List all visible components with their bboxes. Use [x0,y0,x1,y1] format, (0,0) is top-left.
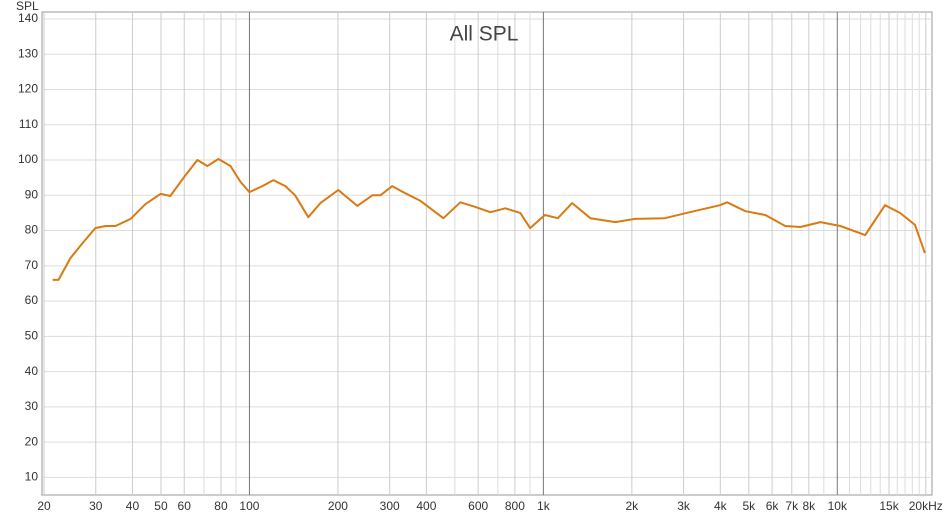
x-tick-label: 60 [178,499,192,513]
x-tick-label: 10k [828,499,848,513]
x-tick-label: 15k [879,499,899,513]
y-tick-label: 40 [25,364,39,378]
x-tick-label: 800 [505,499,525,513]
y-tick-label: 90 [25,187,39,201]
x-tick-label: 600 [468,499,488,513]
x-tick-label: 100 [239,499,259,513]
x-tick-label: 200 [328,499,348,513]
y-tick-label: 60 [25,293,39,307]
x-tick-label: 8k [802,499,816,513]
y-tick-label: 50 [25,329,39,343]
x-tick-label: 400 [416,499,436,513]
x-tick-label: 80 [214,499,228,513]
x-tick-label: 3k [677,499,691,513]
y-tick-label: 70 [25,258,39,272]
y-tick-label: 20 [25,434,39,448]
spl-curve [52,158,926,281]
plot-area [41,11,933,496]
x-tick-label: 20kHz [909,499,943,513]
x-tick-label: 30 [89,499,103,513]
y-tick-label: 110 [19,117,38,131]
y-axis-label: SPL [16,0,39,13]
x-tick-label: 50 [154,499,168,513]
y-tick-label: 140 [18,11,38,25]
y-tick-label: 80 [25,223,39,237]
x-tick-label: 7k [785,499,799,513]
y-tick-label: 120 [18,82,38,96]
x-tick-label: 1k [537,499,551,513]
x-tick-label: 300 [380,499,400,513]
y-tick-label: 30 [25,399,39,413]
x-tick-label: 20 [37,499,51,513]
chart-title: All SPL [450,23,519,46]
grid [42,12,932,495]
x-tick-label: 4k [714,499,728,513]
y-tick-label: 10 [25,470,39,484]
x-tick-label: 5k [742,499,756,513]
y-tick-label: 130 [18,46,38,60]
x-tick-label: 2k [626,499,640,513]
y-tick-label: 100 [18,152,38,166]
x-tick-label: 40 [126,499,140,513]
x-tick-label: 6k [766,499,780,513]
